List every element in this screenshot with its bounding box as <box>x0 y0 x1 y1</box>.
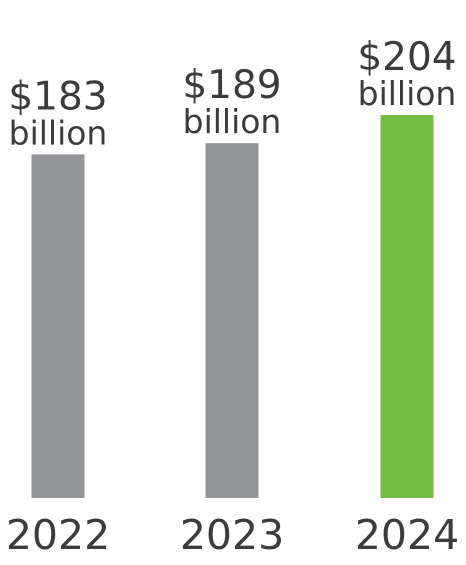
x-tick-label-2022: 2022 <box>6 511 110 559</box>
bar-2022 <box>31 154 85 499</box>
bar-2024 <box>380 115 434 498</box>
x-tick-label-2023: 2023 <box>180 511 284 559</box>
bar-2023 <box>205 143 259 499</box>
value-label-2023: $189 <box>182 63 281 108</box>
value-label-2022: $183 <box>8 74 107 119</box>
unit-label-2024: billion <box>358 74 457 113</box>
unit-label-2023: billion <box>183 102 282 141</box>
value-label-2024: $204 <box>357 35 456 80</box>
x-tick-label-2024: 2024 <box>355 511 459 559</box>
unit-label-2022: billion <box>9 113 108 152</box>
